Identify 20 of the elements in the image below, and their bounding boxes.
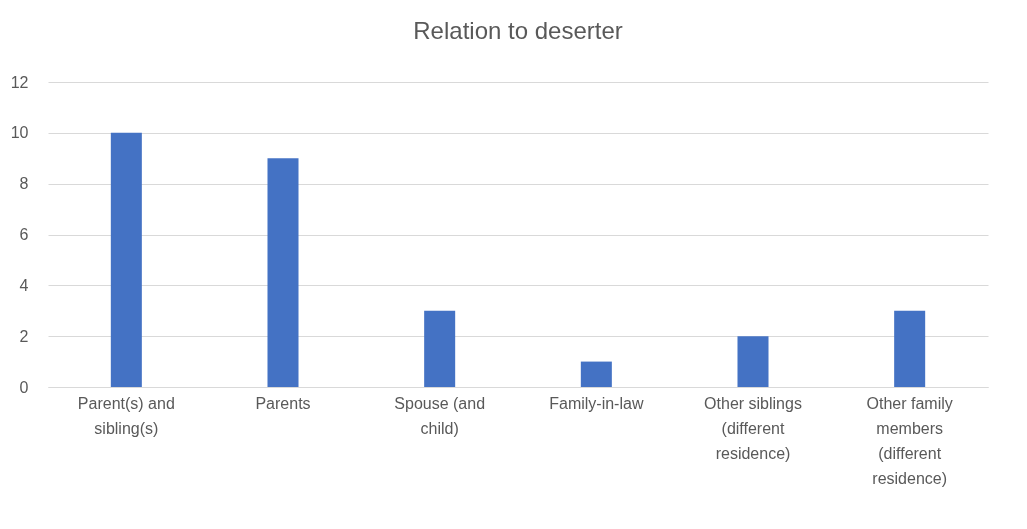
- x-tick-label: Other siblings (different residence): [704, 394, 802, 462]
- bar: [267, 158, 299, 387]
- x-tick-label: Spouse (and child): [394, 394, 486, 437]
- y-tick-label: 0: [19, 378, 29, 396]
- y-tick-label: 2: [19, 327, 29, 345]
- bar: [424, 310, 456, 387]
- y-tick-label: 8: [19, 175, 29, 193]
- bar: [737, 336, 769, 387]
- y-tick-label: 4: [19, 276, 29, 294]
- y-tick-label: 12: [10, 73, 29, 91]
- x-tick-label: Parents: [255, 394, 311, 412]
- x-tick-label: Parent(s) and sibling(s): [77, 394, 175, 437]
- x-tick-label: Other family members (different residence): [866, 394, 953, 487]
- x-tick-label: Family-in-law: [549, 394, 644, 412]
- bar: [580, 361, 612, 387]
- chart-title: Relation to deserter: [413, 17, 623, 44]
- bar: [894, 310, 926, 387]
- y-tick-label: 10: [10, 124, 29, 142]
- y-tick-label: 6: [19, 226, 29, 243]
- bar: [110, 132, 142, 387]
